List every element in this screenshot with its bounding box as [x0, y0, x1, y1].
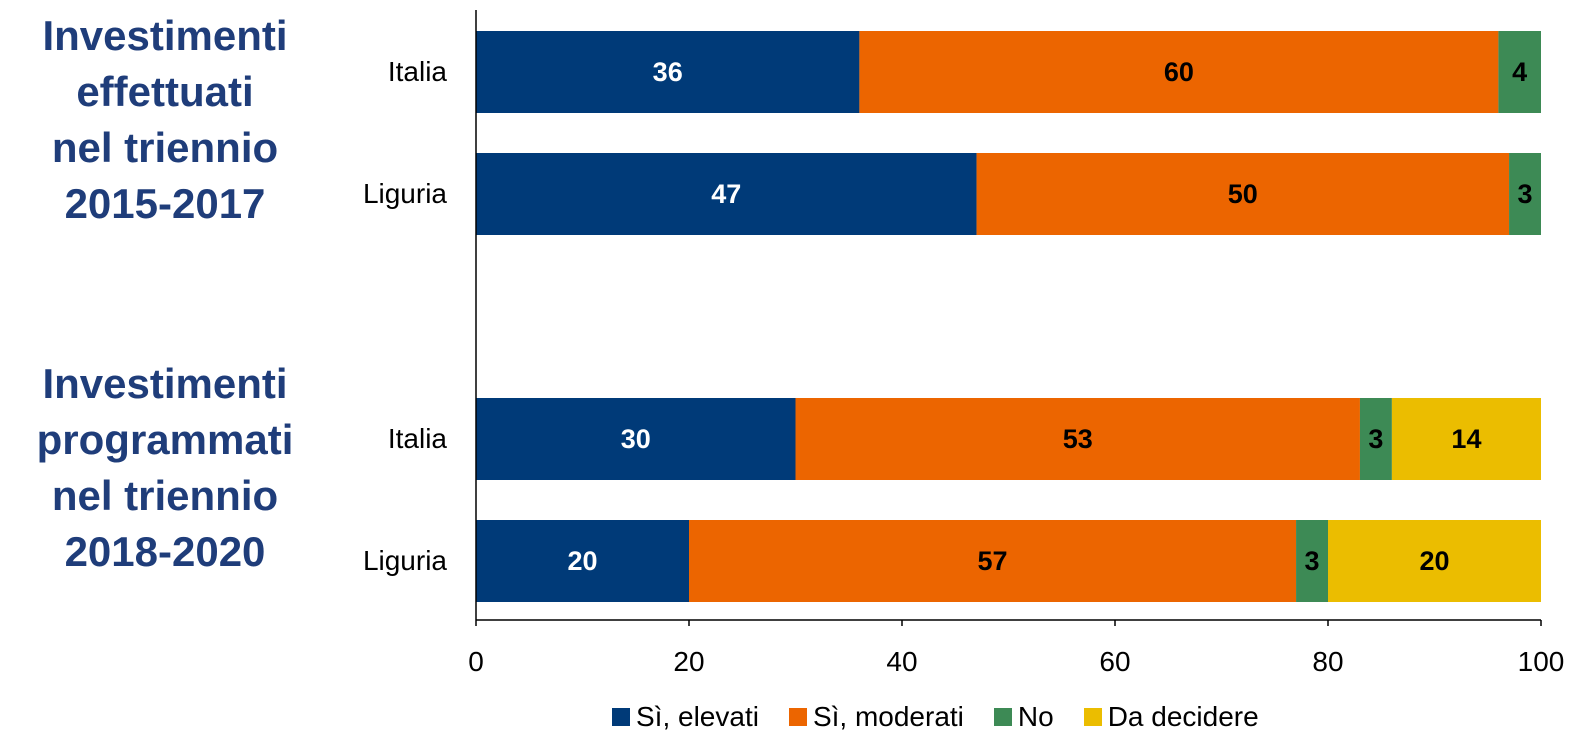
category-label: Liguria [363, 545, 447, 576]
legend-swatch [788, 708, 807, 726]
bar-segment [476, 520, 689, 602]
data-label: 36 [653, 57, 683, 87]
group-title-line: Investimenti [42, 360, 288, 407]
data-label: 20 [1419, 546, 1449, 576]
data-label: 4 [1512, 57, 1527, 87]
legend-item-no: No [993, 701, 1054, 733]
data-label: 60 [1164, 57, 1194, 87]
legend-item-da-decidere: Da decidere [1083, 701, 1259, 733]
group-title-2015-2017: Investimenti effettuati nel triennio 201… [0, 8, 330, 232]
bar-segment [476, 153, 977, 235]
category-label: Italia [388, 423, 448, 454]
bar-segment [1296, 520, 1328, 602]
data-label: 57 [978, 546, 1008, 576]
bar-segment [476, 31, 860, 113]
category-label: Italia [388, 56, 448, 87]
legend-swatch [612, 708, 630, 726]
bar-segment [1328, 520, 1541, 602]
bar-segment [1509, 153, 1541, 235]
x-tick-label: 60 [1099, 646, 1130, 677]
bar-segment [1391, 398, 1541, 480]
data-label: 50 [1228, 179, 1258, 209]
data-label: 20 [567, 546, 597, 576]
group-title-line: 2018-2020 [64, 528, 266, 575]
group-title-line: programmati [36, 416, 294, 463]
data-label: 47 [711, 179, 741, 209]
legend-label: Sì, elevati [636, 701, 759, 732]
category-label: Liguria [363, 178, 447, 209]
legend-label: Da decidere [1107, 701, 1259, 732]
data-label: 3 [1518, 179, 1533, 209]
data-label: 3 [1305, 546, 1320, 576]
group-title-line: nel triennio [51, 124, 279, 171]
bar-segment [859, 31, 1499, 113]
bar-segment [976, 153, 1510, 235]
x-tick-label: 0 [468, 646, 484, 677]
x-tick-label: 80 [1312, 646, 1343, 677]
x-tick-label: 100 [1518, 646, 1565, 677]
legend-item-si-elevati: Sì, elevati [612, 701, 759, 733]
group-title-line: 2015-2017 [64, 180, 266, 227]
legend-swatch [1083, 708, 1102, 726]
legend-item-si-moderati: Sì, moderati [788, 701, 964, 733]
bar-segment [1359, 398, 1392, 480]
x-tick-label: 40 [886, 646, 917, 677]
bar-segment [689, 520, 1297, 602]
data-label: 30 [621, 424, 651, 454]
x-tick-label: 20 [673, 646, 704, 677]
legend-label: Sì, moderati [812, 701, 964, 732]
bar-segment [476, 398, 796, 480]
bar-segment [1498, 31, 1541, 113]
bar-segment [795, 398, 1360, 480]
group-title-line: nel triennio [51, 472, 279, 519]
data-label: 53 [1063, 424, 1093, 454]
data-label: 14 [1451, 424, 1481, 454]
chart-legend: Sì, elevati Sì, moderati No Da decidere [612, 700, 1259, 734]
legend-label: No [1017, 701, 1054, 732]
group-title-line: effettuati [76, 68, 254, 115]
group-title-2018-2020: Investimenti programmati nel triennio 20… [0, 356, 330, 580]
data-label: 3 [1368, 424, 1383, 454]
legend-swatch [993, 708, 1012, 726]
group-title-line: Investimenti [42, 12, 288, 59]
